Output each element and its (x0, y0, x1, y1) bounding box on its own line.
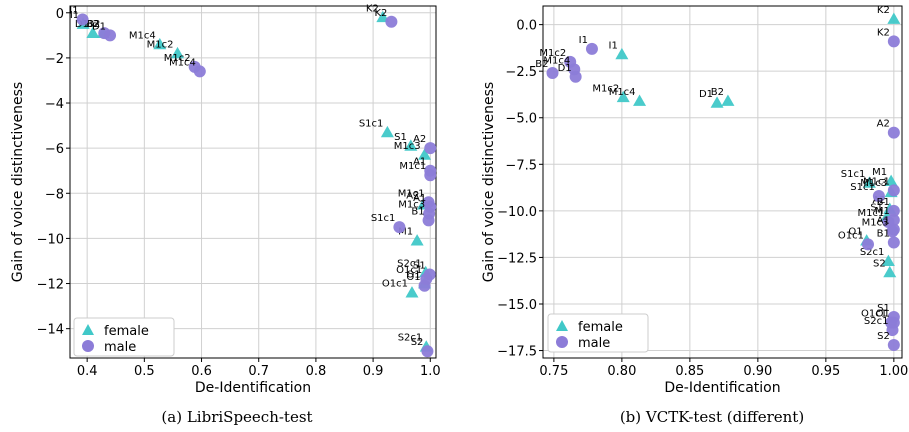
grid (543, 6, 902, 358)
y-tick-label: −15.0 (497, 298, 537, 313)
y-axis-ticks: 0 −2 −4 −6 −8 −10 −12 −14 (37, 7, 70, 338)
x-tick-label: 1.0 (420, 364, 441, 379)
x-tick-label: 0.7 (248, 364, 269, 379)
legend-label: female (104, 324, 149, 339)
plot-frame (70, 6, 436, 358)
y-tick-label: −12.5 (497, 251, 537, 266)
point-label: B2 (711, 87, 724, 98)
point-label: O1c1 (382, 279, 408, 290)
point-label: B1 (877, 229, 890, 240)
y-tick-label: −10 (37, 232, 64, 247)
point-label: D1 (558, 63, 572, 74)
y-tick-label: −10.0 (497, 205, 537, 220)
point-label: M1c2 (147, 39, 174, 50)
point-label: A2 (413, 134, 426, 145)
panel-vctk: 0.75 0.80 0.85 0.90 0.95 1.00 0.0 −2.5 −5.0 −7.5 −… (481, 5, 908, 426)
y-tick-label: −2.5 (505, 65, 537, 80)
y-tick-label: −5.0 (505, 112, 537, 127)
x-tick-label: 0.90 (743, 364, 772, 379)
x-axis-label: De-Identification (664, 380, 780, 396)
x-axis-ticks: 0.75 0.80 0.85 0.90 0.95 1.00 (539, 358, 908, 379)
legend-male-marker (556, 336, 568, 348)
point-label: S2 (411, 337, 424, 348)
point-label: M1c3 (862, 217, 889, 228)
point-label: K2 (374, 8, 387, 19)
point-label: S2c1 (864, 316, 889, 327)
point-label: M1c4 (609, 87, 636, 98)
x-tick-label: 0.4 (77, 364, 98, 379)
x-tick-label: 0.8 (306, 364, 327, 379)
x-axis-label: De-Identification (195, 380, 311, 396)
x-tick-label: 0.75 (539, 364, 568, 379)
point-label: M1c4 (169, 57, 196, 68)
x-tick-label: 0.9 (363, 364, 384, 379)
point-label: B1 (411, 206, 424, 217)
point-label: S1c1 (850, 182, 875, 193)
x-axis-ticks: 0.4 0.5 0.6 0.7 0.8 0.9 1.0 (77, 358, 441, 379)
x-tick-label: 0.85 (675, 364, 704, 379)
x-tick-label: 0.80 (607, 364, 636, 379)
x-tick-label: 1.00 (879, 364, 908, 379)
point-label: I1 (579, 35, 588, 46)
point-label: S2 (873, 258, 886, 269)
x-tick-label: 0.5 (134, 364, 155, 379)
y-tick-label: 0.0 (516, 19, 537, 34)
point-label: S2 (877, 331, 890, 342)
point-label: K2 (877, 27, 890, 38)
grid (70, 6, 436, 358)
point-label: O1c1 (838, 230, 864, 241)
legend-label: male (104, 340, 136, 355)
point-label: K2 (877, 5, 890, 16)
y-tick-label: 0 (56, 7, 64, 22)
y-tick-label: −6 (45, 142, 64, 157)
x-tick-label: 0.6 (191, 364, 212, 379)
plot-frame (543, 6, 902, 358)
y-tick-label: −17.5 (497, 345, 537, 360)
legend-label: male (578, 336, 610, 351)
point-label: M1c1 (399, 161, 426, 172)
point-label: S1c1 (371, 213, 396, 224)
point-label: I1 (609, 40, 618, 51)
panel-caption: (a) LibriSpeech-test (161, 408, 312, 426)
y-tick-label: −14 (37, 323, 64, 338)
y-tick-label: −4 (45, 97, 64, 112)
legend-male-marker (82, 340, 94, 352)
point-label: S2c1 (860, 247, 885, 258)
point-label: S1c1 (359, 118, 384, 129)
y-tick-label: −7.5 (505, 158, 537, 173)
point-label: O1 (406, 272, 420, 283)
y-tick-label: −2 (45, 52, 64, 67)
series-male: I1M1c2B2M1c4D1K2A2M1c1S1c1B1M1M1c1A1M1c3… (535, 27, 900, 351)
panel-caption: (b) VCTK-test (different) (620, 408, 804, 426)
x-tick-label: 0.95 (811, 364, 840, 379)
point-label: I1 (69, 6, 78, 17)
point-label: D1 (92, 21, 106, 32)
y-tick-label: −8 (45, 187, 64, 202)
y-axis-label: Gain of voice distinctiveness (10, 82, 26, 282)
y-tick-label: −12 (37, 278, 64, 293)
legend: femalemale (74, 318, 174, 356)
legend-label: female (578, 320, 623, 335)
y-axis-label: Gain of voice distinctiveness (481, 82, 497, 282)
panel-librispeech: 0.4 0.5 0.6 0.7 0.8 0.9 1.0 0 −2 −4 −6 −8 −10 −12 −14 D… (10, 3, 441, 426)
series-female: I1D1B2M1c4M1c2K2S1c1S1M1c3A2M1S2c1O1c1O1… (70, 3, 433, 351)
point-label: A2 (877, 119, 890, 130)
